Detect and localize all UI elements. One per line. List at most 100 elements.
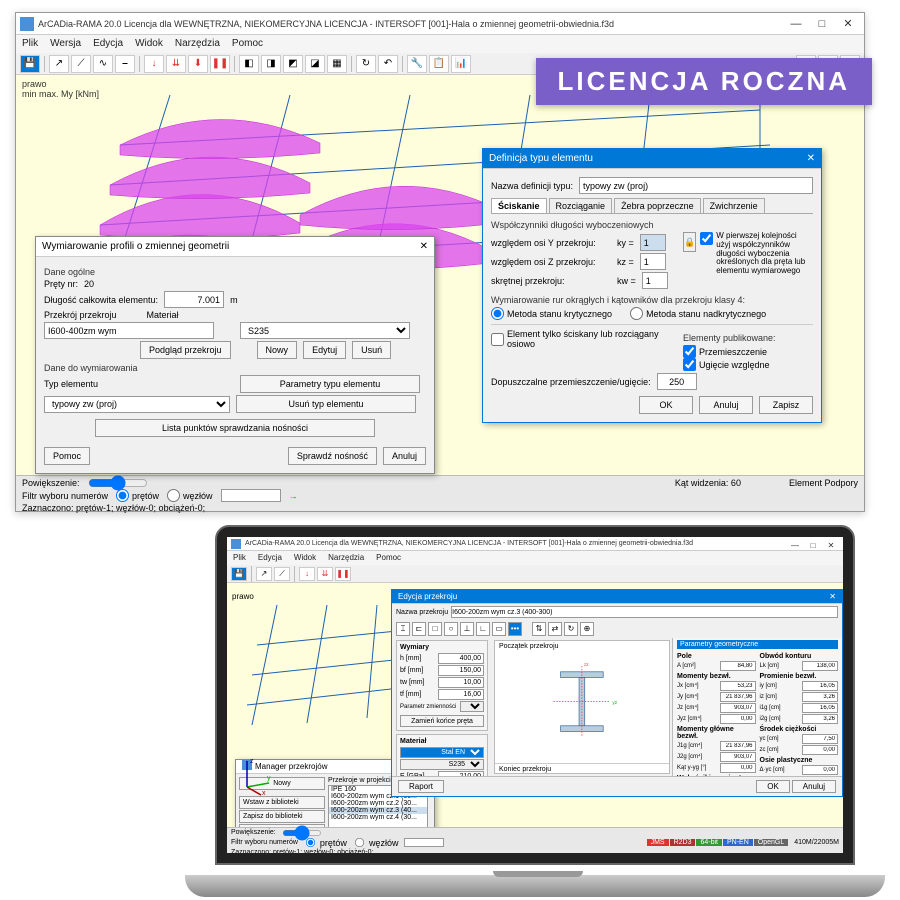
param-select[interactable]: h <box>460 701 484 712</box>
delete-type-button[interactable]: Usuń typ elementu <box>236 395 416 413</box>
maximize-button[interactable]: □ <box>805 538 821 550</box>
tool-icon[interactable]: 📊 <box>451 55 471 73</box>
param-value[interactable] <box>802 692 838 702</box>
cube-icon[interactable]: ◪ <box>305 55 325 73</box>
tool-icon[interactable]: ⟋ <box>71 55 91 73</box>
tab-rozciaganie[interactable]: Rozciąganie <box>549 198 613 213</box>
length-input[interactable] <box>164 291 224 308</box>
tw-input[interactable] <box>438 677 484 688</box>
tool-icon[interactable]: ⇊ <box>166 55 186 73</box>
minimize-button[interactable]: — <box>784 16 808 32</box>
insert-lib-button[interactable]: Wstaw z biblioteki <box>239 796 325 809</box>
tool-icon[interactable]: ∿ <box>93 55 113 73</box>
params-button[interactable]: Parametry typu elementu <box>240 375 420 393</box>
shape-icon[interactable]: ↻ <box>564 622 578 636</box>
tool-icon[interactable]: ❚❚ <box>335 567 351 581</box>
maximize-button[interactable]: □ <box>810 16 834 32</box>
param-value[interactable] <box>720 681 756 691</box>
limit-input[interactable] <box>657 373 697 390</box>
report-button[interactable]: Raport <box>398 780 444 793</box>
kz-input[interactable] <box>640 253 666 270</box>
shape-icon[interactable]: ⌶ <box>396 622 410 636</box>
menu-item[interactable]: Plik <box>22 35 38 53</box>
shape-icon[interactable]: ⊥ <box>460 622 474 636</box>
menu-item[interactable]: Widok <box>135 35 163 53</box>
deflection-checkbox[interactable]: Ugięcie względne <box>683 358 813 371</box>
menu-item[interactable]: Plik <box>233 551 246 565</box>
tab-zwichrzenie[interactable]: Zwichrzenie <box>703 198 765 213</box>
bf-input[interactable] <box>438 665 484 676</box>
param-value[interactable] <box>720 741 756 751</box>
tool-icon[interactable]: ↓ <box>144 55 164 73</box>
cancel-button[interactable]: Anuluj <box>792 780 836 793</box>
cube-icon[interactable]: ◩ <box>283 55 303 73</box>
save-icon[interactable]: 💾 <box>20 55 40 73</box>
cube-icon[interactable]: ◧ <box>239 55 259 73</box>
param-value[interactable] <box>720 714 756 724</box>
tool-icon[interactable]: ↓ <box>299 567 315 581</box>
tool-icon[interactable]: ⬇ <box>188 55 208 73</box>
shape-icon[interactable]: ▭ <box>492 622 506 636</box>
zoom-slider[interactable] <box>282 830 322 836</box>
apply-icon[interactable]: → <box>289 491 298 501</box>
menu-item[interactable]: Widok <box>294 551 316 565</box>
edit-button[interactable]: Edytuj <box>303 341 346 359</box>
filter-wezly-radio[interactable]: węzłów <box>167 489 213 502</box>
new-button[interactable]: Nowy <box>257 341 298 359</box>
close-button[interactable]: ✕ <box>823 538 839 550</box>
ok-button[interactable]: OK <box>639 396 693 414</box>
filter-prety-radio[interactable]: prętów <box>116 489 159 502</box>
refresh-icon[interactable]: ↻ <box>356 55 376 73</box>
radio-nadkrytyczny[interactable]: Metoda stanu nadkrytycznego <box>630 307 766 320</box>
check-button[interactable]: Sprawdź nośność <box>288 447 377 465</box>
shape-icon[interactable]: □ <box>428 622 442 636</box>
filter-input[interactable] <box>221 489 281 502</box>
param-value[interactable] <box>802 714 838 724</box>
material-class-select[interactable]: Stal EN <box>400 747 484 758</box>
param-value[interactable] <box>802 703 838 713</box>
param-value[interactable] <box>720 703 756 713</box>
save-icon[interactable]: 💾 <box>231 567 247 581</box>
close-icon[interactable]: ✕ <box>807 149 815 168</box>
tool-icon[interactable]: ⇊ <box>317 567 333 581</box>
param-value[interactable] <box>802 681 838 691</box>
tool-icon[interactable]: ⟋ <box>274 567 290 581</box>
material-select[interactable]: S235 <box>240 322 410 339</box>
menu-item[interactable]: Edycja <box>258 551 282 565</box>
front-canvas[interactable]: prawo <box>227 589 843 827</box>
type-select[interactable]: typowy zw (proj) <box>44 396 230 413</box>
menu-item[interactable]: Pomoc <box>376 551 401 565</box>
close-icon[interactable]: ✕ <box>829 590 836 603</box>
tf-input[interactable] <box>438 689 484 700</box>
param-value[interactable] <box>720 692 756 702</box>
close-button[interactable]: ✕ <box>836 16 860 32</box>
shape-icon[interactable]: ∟ <box>476 622 490 636</box>
radio-krytyczny[interactable]: Metoda stanu krytycznego <box>491 307 612 320</box>
menu-item[interactable]: Narzędzia <box>175 35 220 53</box>
param-value[interactable] <box>802 745 838 755</box>
tool-icon[interactable]: ❚❚ <box>210 55 230 73</box>
delete-button[interactable]: Usuń <box>352 341 391 359</box>
minimize-button[interactable]: — <box>787 538 803 550</box>
param-value[interactable] <box>802 765 838 775</box>
lock-icon[interactable]: 🔒 <box>683 232 696 252</box>
filter-input[interactable] <box>404 838 444 847</box>
menu-item[interactable]: Narzędzia <box>328 551 364 565</box>
swap-button[interactable]: Zamień końce pręta <box>400 715 484 727</box>
tool-icon[interactable]: 🔧 <box>407 55 427 73</box>
tool-icon[interactable]: 📋 <box>429 55 449 73</box>
tool-icon[interactable]: ↗ <box>49 55 69 73</box>
shape-icon[interactable]: ⇄ <box>548 622 562 636</box>
param-value[interactable] <box>720 661 756 671</box>
h-input[interactable] <box>438 653 484 664</box>
material-grade-select[interactable]: S235 <box>400 759 484 770</box>
undo-icon[interactable]: ↶ <box>378 55 398 73</box>
cancel-button[interactable]: Anuluj <box>383 447 426 465</box>
cancel-button[interactable]: Anuluj <box>699 396 753 414</box>
kw-input[interactable] <box>642 272 668 289</box>
param-value[interactable] <box>720 752 756 762</box>
ky-input[interactable] <box>640 234 666 251</box>
menu-item[interactable]: Wersja <box>50 35 81 53</box>
list-button[interactable]: Lista punktów sprawdzania nośności <box>95 419 375 437</box>
close-icon[interactable]: ✕ <box>420 237 428 256</box>
